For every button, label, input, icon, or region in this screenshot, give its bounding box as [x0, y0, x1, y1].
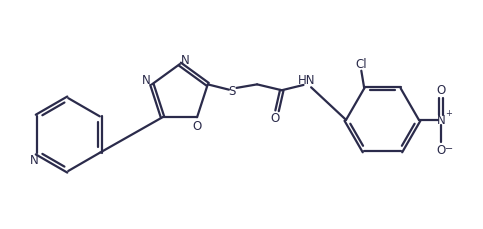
Text: S: S — [229, 84, 236, 97]
Text: N: N — [181, 54, 190, 67]
Text: Cl: Cl — [355, 58, 367, 71]
Text: O: O — [437, 84, 446, 97]
Text: O: O — [192, 119, 202, 132]
Text: N: N — [29, 154, 38, 166]
Text: +: + — [445, 109, 452, 118]
Text: HN: HN — [298, 74, 315, 87]
Text: O: O — [437, 144, 446, 157]
Text: N: N — [437, 114, 445, 127]
Text: N: N — [142, 74, 150, 87]
Text: O: O — [270, 112, 279, 125]
Text: −: − — [445, 143, 453, 153]
